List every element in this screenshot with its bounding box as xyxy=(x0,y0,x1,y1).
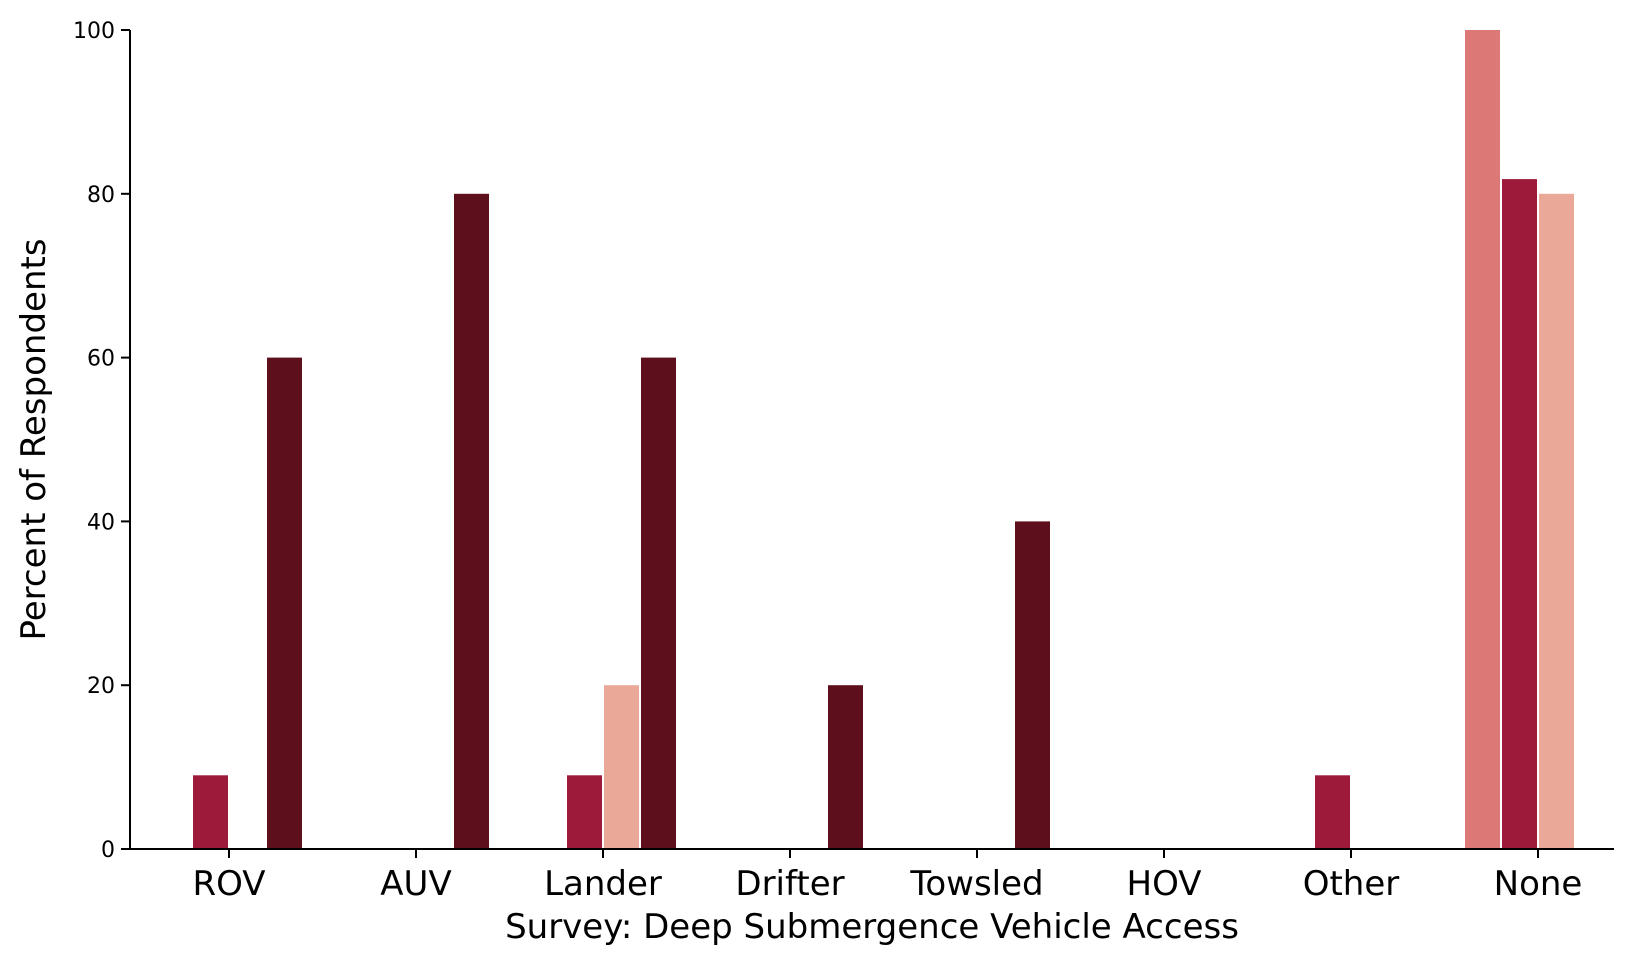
x-tick-label-rov: ROV xyxy=(192,864,265,904)
x-tick-label-none: None xyxy=(1494,864,1583,904)
bar-lander-series-3 xyxy=(604,685,639,849)
x-tick-label-auv: AUV xyxy=(380,864,451,904)
y-axis-title: Percent of Respondents xyxy=(14,238,54,640)
x-tick-label-lander: Lander xyxy=(544,864,662,904)
bar-other-series-2 xyxy=(1315,775,1350,849)
bar-lander-series-4 xyxy=(641,357,676,849)
x-tick-label-other: Other xyxy=(1303,864,1400,904)
bar-rov-series-2 xyxy=(193,775,228,849)
bar-lander-series-2 xyxy=(567,775,602,849)
bar-towsled-series-4 xyxy=(1015,521,1050,849)
y-tick-label: 40 xyxy=(87,510,115,535)
x-tick-label-hov: HOV xyxy=(1127,864,1202,904)
x-axis-title: Survey: Deep Submergence Vehicle Access xyxy=(505,907,1239,947)
y-ticks: 0 20 40 60 80 100 xyxy=(73,19,130,863)
y-tick-label: 0 xyxy=(101,838,115,863)
x-ticks: ROV AUV Lander Drifter Towsled HOV Other None xyxy=(192,849,1582,904)
bar-none-series-2 xyxy=(1502,179,1537,850)
y-tick-label: 60 xyxy=(87,347,115,372)
bars-group xyxy=(193,30,1574,850)
x-tick-label-towsled: Towsled xyxy=(909,864,1043,904)
y-tick-label: 20 xyxy=(87,674,115,699)
bar-none-series-1 xyxy=(1465,30,1500,849)
y-tick-label: 100 xyxy=(73,19,115,44)
x-tick-label-drifter: Drifter xyxy=(735,864,844,904)
bar-none-series-3 xyxy=(1539,193,1574,850)
bar-rov-series-4 xyxy=(267,357,302,849)
y-tick-label: 80 xyxy=(87,183,115,208)
bar-auv-series-4 xyxy=(454,193,489,850)
bar-drifter-series-4 xyxy=(828,685,863,849)
